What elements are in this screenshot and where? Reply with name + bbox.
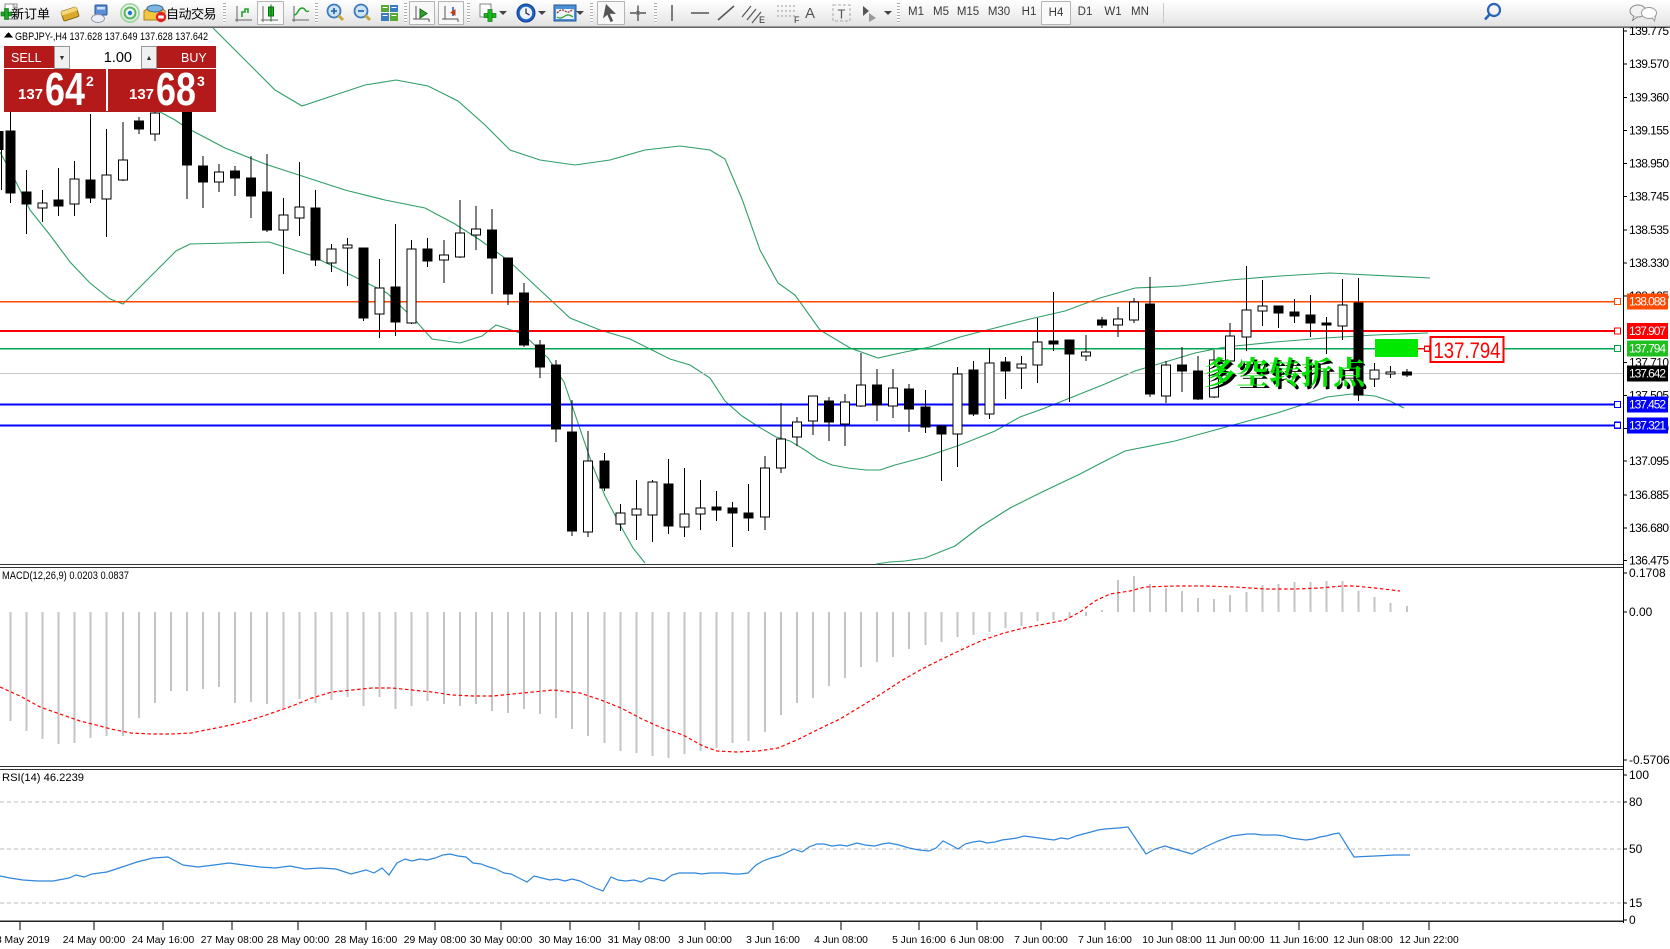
svg-text:138.950: 138.950 (1629, 156, 1669, 170)
svg-text:28 May 16:00: 28 May 16:00 (335, 935, 398, 946)
svg-text:3 Jun 00:00: 3 Jun 00:00 (678, 935, 732, 946)
svg-text:T: T (838, 7, 846, 22)
svg-text:24 May 16:00: 24 May 16:00 (132, 935, 195, 946)
svg-text:11 Jun 00:00: 11 Jun 00:00 (1206, 935, 1265, 946)
svg-text:50: 50 (1629, 842, 1643, 856)
svg-text:137.794: 137.794 (1629, 342, 1666, 356)
svg-text:139.155: 139.155 (1629, 123, 1669, 137)
svg-text:136.885: 136.885 (1629, 488, 1669, 502)
svg-text:31 May 08:00: 31 May 08:00 (608, 935, 671, 946)
svg-text:139.360: 139.360 (1629, 91, 1669, 105)
svg-text:GBPJPY-,H4 137.628 137.649 13: GBPJPY-,H4 137.628 137.649 137.628 137.6… (15, 31, 208, 43)
svg-text:4 Jun 08:00: 4 Jun 08:00 (814, 935, 868, 946)
svg-text:138.088: 138.088 (1629, 295, 1666, 309)
svg-text:RSI(14) 46.2239: RSI(14) 46.2239 (2, 772, 84, 784)
svg-text:MACD(12,26,9) 0.0203 0.0837: MACD(12,26,9) 0.0203 0.0837 (2, 570, 129, 582)
svg-text:12 Jun 22:00: 12 Jun 22:00 (1399, 935, 1459, 946)
svg-text:28 May 00:00: 28 May 00:00 (267, 935, 330, 946)
svg-text:23 May 2019: 23 May 2019 (0, 935, 50, 946)
svg-text:0.00: 0.00 (1629, 605, 1653, 619)
svg-text:138.745: 138.745 (1629, 189, 1669, 203)
svg-text:15: 15 (1629, 896, 1643, 910)
svg-text:137.452: 137.452 (1629, 398, 1666, 412)
svg-text:12 Jun 08:00: 12 Jun 08:00 (1333, 935, 1393, 946)
svg-text:100: 100 (1629, 768, 1649, 782)
svg-text:11 Jun 16:00: 11 Jun 16:00 (1270, 935, 1329, 946)
svg-text:139.570: 139.570 (1629, 57, 1669, 71)
svg-text:0: 0 (1629, 913, 1636, 927)
svg-text:3 Jun 16:00: 3 Jun 16:00 (746, 935, 800, 946)
svg-text:80: 80 (1629, 795, 1643, 809)
svg-text:0.1708: 0.1708 (1629, 566, 1666, 580)
svg-text:136.680: 136.680 (1629, 521, 1669, 535)
svg-text:F: F (794, 15, 800, 25)
svg-text:138.535: 138.535 (1629, 223, 1669, 237)
svg-text:137.907: 137.907 (1629, 324, 1666, 338)
svg-text:-0.5706: -0.5706 (1629, 753, 1670, 767)
svg-text:10 Jun 08:00: 10 Jun 08:00 (1142, 935, 1202, 946)
svg-text:24 May 00:00: 24 May 00:00 (63, 935, 126, 946)
svg-text:30 May 16:00: 30 May 16:00 (539, 935, 602, 946)
svg-text:136.475: 136.475 (1629, 554, 1669, 568)
svg-text:137.794: 137.794 (1434, 338, 1501, 363)
svg-text:138.330: 138.330 (1629, 256, 1669, 270)
svg-text:30 May 00:00: 30 May 00:00 (470, 935, 533, 946)
svg-text:7 Jun 00:00: 7 Jun 00:00 (1014, 935, 1068, 946)
svg-text:E: E (759, 15, 765, 25)
svg-text:6 Jun 08:00: 6 Jun 08:00 (950, 935, 1004, 946)
svg-text:137.642: 137.642 (1629, 366, 1666, 380)
svg-text:7 Jun 16:00: 7 Jun 16:00 (1078, 935, 1132, 946)
svg-text:29 May 08:00: 29 May 08:00 (404, 935, 467, 946)
svg-text:137.321: 137.321 (1629, 418, 1666, 432)
svg-text:5 Jun 16:00: 5 Jun 16:00 (892, 935, 946, 946)
svg-text:137.095: 137.095 (1629, 454, 1669, 468)
svg-text:27 May 08:00: 27 May 08:00 (201, 935, 264, 946)
svg-text:139.775: 139.775 (1629, 24, 1669, 38)
